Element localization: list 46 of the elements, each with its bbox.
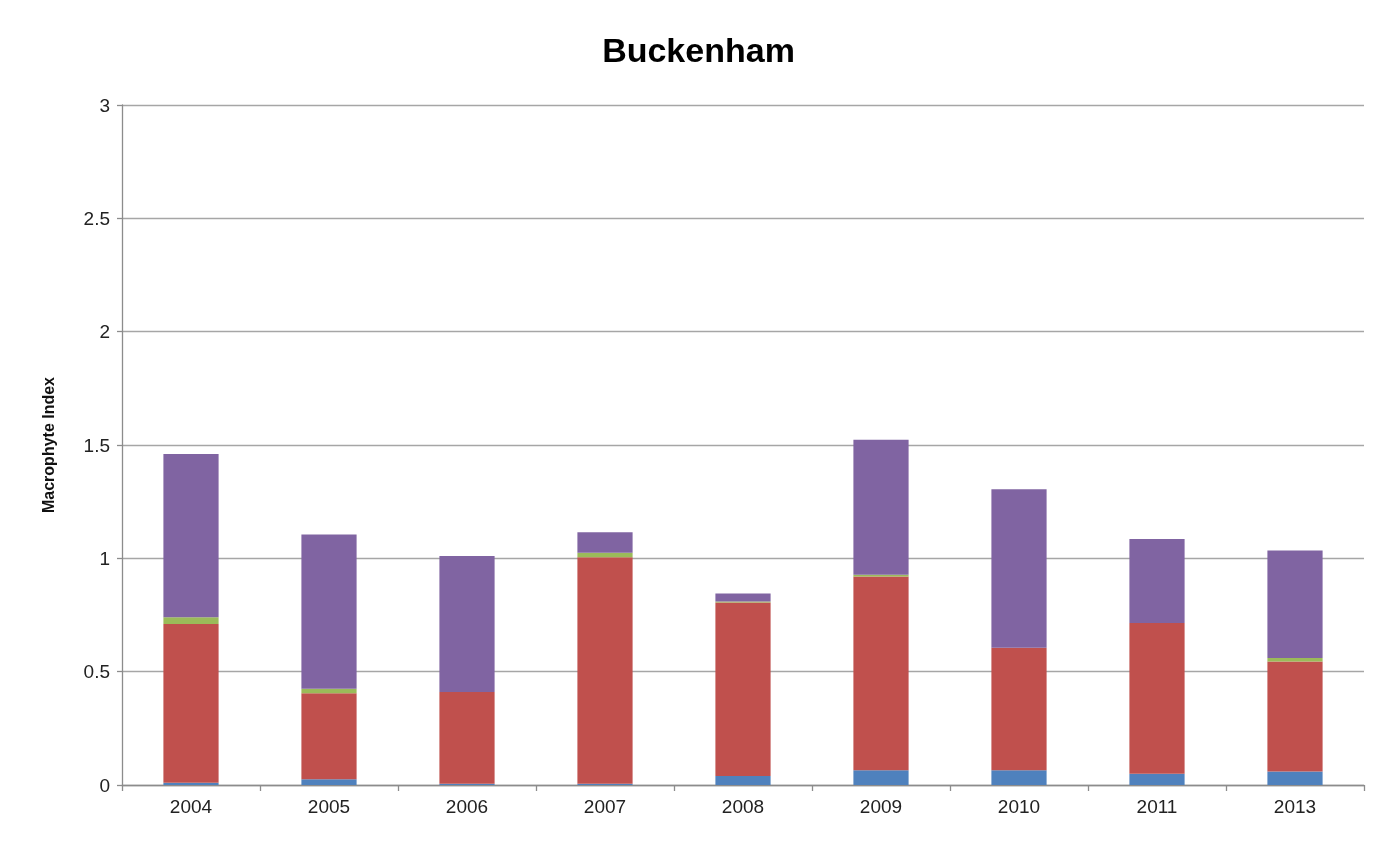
y-tick-label: 0.5 <box>83 661 110 683</box>
bar <box>301 779 357 785</box>
x-tick-label: 2013 <box>1273 796 1317 817</box>
y-tick-label: 1 <box>99 547 110 569</box>
x-tick-label: 2011 <box>1136 796 1178 817</box>
bar <box>853 439 909 575</box>
x-tick-label: 2006 <box>445 796 489 817</box>
x-tick-label: 2007 <box>583 796 627 817</box>
bar <box>853 576 909 771</box>
bar <box>1129 539 1185 623</box>
bar <box>1129 622 1185 774</box>
y-tick-label: 2.5 <box>83 207 110 229</box>
x-tick-label: 2010 <box>997 796 1041 817</box>
bar <box>1267 661 1323 772</box>
bar <box>715 602 771 776</box>
x-tick-label: 2004 <box>169 796 213 817</box>
y-tick-label: 1.5 <box>83 434 110 456</box>
bar <box>577 557 633 784</box>
bar <box>577 552 633 558</box>
bar <box>715 775 771 785</box>
bar <box>577 532 633 553</box>
x-tick-label: 2008 <box>721 796 765 817</box>
x-tick-label: 2009 <box>859 796 903 817</box>
bar <box>439 692 495 784</box>
bar <box>1129 773 1185 785</box>
bar <box>301 688 357 694</box>
bar <box>163 617 219 625</box>
y-tick-label: 2 <box>99 321 110 343</box>
y-tick-label: 3 <box>99 94 110 116</box>
bar <box>301 534 357 689</box>
bar <box>991 489 1047 648</box>
bar <box>163 624 219 783</box>
bar <box>991 647 1047 771</box>
bar <box>163 782 219 785</box>
bar <box>1267 550 1323 659</box>
bar <box>439 556 495 693</box>
y-tick-label: 0 <box>99 774 110 796</box>
bar <box>163 454 219 618</box>
bar <box>991 770 1047 785</box>
y-axis-title: Macrophyte Index <box>39 376 57 514</box>
bar <box>301 693 357 780</box>
chart-title: Buckenham <box>602 31 795 69</box>
bar <box>853 770 909 785</box>
bar <box>715 593 771 602</box>
x-tick-label: 2005 <box>307 796 351 817</box>
bar <box>1267 771 1323 785</box>
